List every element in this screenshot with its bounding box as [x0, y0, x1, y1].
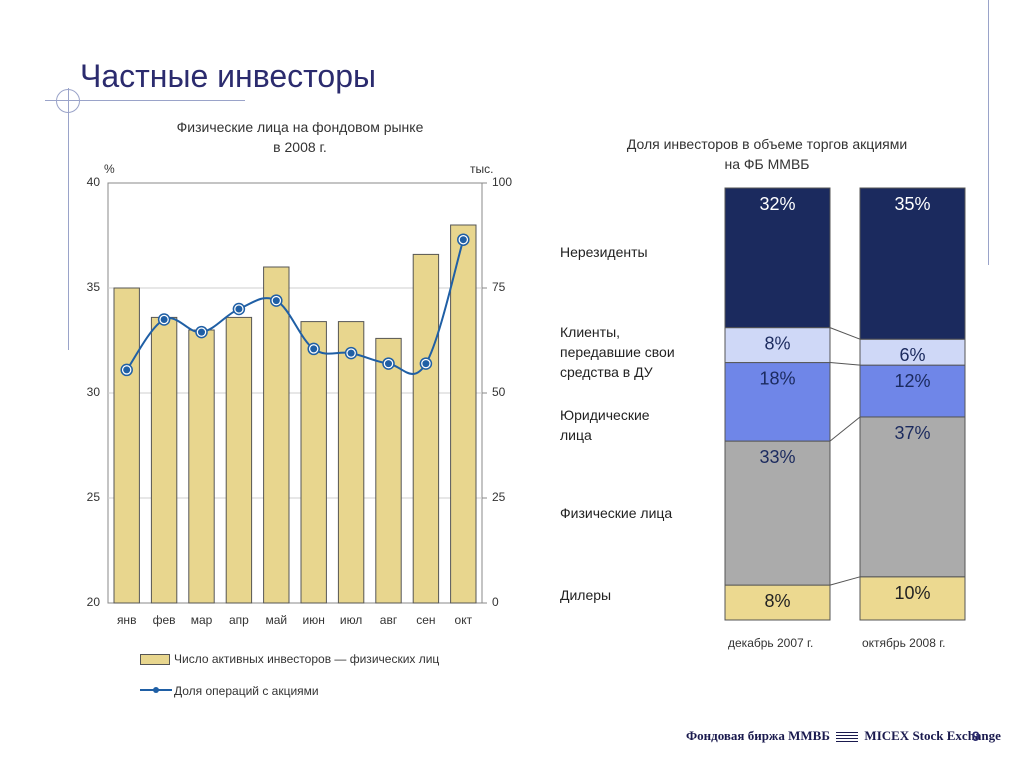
segment-4-col1	[859, 187, 966, 340]
legend-bar-label: Число активных инвесторов — физических л…	[174, 652, 440, 666]
left-tick-label: 30	[86, 385, 100, 399]
left-axis-unit: %	[104, 162, 115, 176]
deco-line-right	[988, 0, 989, 265]
bar-сен	[412, 253, 440, 604]
connector-line	[829, 576, 861, 586]
footer-logo: Фондовая биржа ММВБ MICEX Stock Exchange	[686, 728, 1001, 743]
segment-label: 10%	[894, 583, 930, 603]
deco-line-vertical	[68, 88, 69, 350]
bar-окт	[450, 224, 477, 604]
marker-мар	[198, 328, 205, 336]
legend-line-swatch	[140, 687, 172, 693]
bar-апр	[225, 316, 253, 604]
bar-июн	[300, 321, 327, 604]
segment-2-col0	[724, 362, 831, 442]
segment-3-col1	[859, 338, 966, 366]
right-tick-label: 100	[492, 175, 513, 189]
category-label-авг: авг	[379, 613, 398, 627]
marker-фев	[160, 316, 168, 323]
segment-label: 32%	[759, 194, 795, 214]
marker-июл	[347, 349, 355, 357]
segment-label: 6%	[899, 345, 925, 365]
bar-мар	[188, 329, 215, 604]
connector-line	[829, 416, 861, 442]
segment-0-col0	[724, 584, 831, 621]
category-label-фев: фев	[152, 613, 176, 627]
left-chart-title-line1: Физические лица на фондовом рынке	[176, 119, 424, 135]
stack-category-oct2008: октябрь 2008 г.	[862, 636, 946, 650]
series-label-dealers: Дилеры	[560, 587, 612, 603]
left-tick-label: 35	[86, 280, 100, 294]
segment-label: 18%	[759, 369, 795, 389]
marker-окт	[459, 236, 467, 244]
left-chart-title-line2: в 2008 г.	[273, 139, 327, 155]
right-tick-label: 50	[492, 385, 506, 399]
category-label-янв: янв	[116, 613, 137, 627]
category-label-июл: июл	[339, 613, 363, 627]
bar-авг	[375, 337, 402, 604]
marker-июн	[310, 345, 318, 353]
right-chart-title: Доля инвесторов в объеме торгов акциями …	[567, 134, 967, 174]
right-tick-label: 75	[492, 280, 506, 294]
category-label-май: май	[265, 613, 288, 627]
marker-май	[272, 297, 280, 305]
deco-line-top	[45, 100, 245, 101]
page-number: 9	[972, 728, 980, 744]
right-axis-unit: тыс.	[470, 162, 494, 176]
bar-июл	[337, 321, 365, 604]
left-tick-label: 25	[86, 490, 100, 504]
category-label-апр: апр	[228, 613, 249, 627]
marker-янв	[123, 366, 131, 374]
segment-2-col1	[859, 364, 966, 418]
marker-авг	[385, 360, 392, 368]
right-tick-label: 0	[492, 595, 499, 609]
legend-line-label: Доля операций с акциями	[174, 684, 319, 698]
series-label-clients: Клиенты, передавшие свои средства в ДУ	[560, 324, 675, 380]
category-label-мар: мар	[190, 613, 213, 627]
category-label-сен: сен	[416, 613, 436, 627]
left-tick-label: 40	[86, 175, 100, 189]
share-line	[125, 239, 465, 375]
category-label-окт: окт	[454, 613, 473, 627]
segment-label: 8%	[764, 334, 790, 354]
bar-май	[263, 266, 290, 604]
segment-label: 37%	[894, 423, 930, 443]
left-chart-title: Физические лица на фондовом рынке в 2008…	[110, 117, 490, 157]
marker-апр	[235, 305, 243, 313]
segment-label: 35%	[894, 194, 930, 214]
right-tick-label: 25	[492, 490, 506, 504]
segment-0-col1	[859, 576, 966, 621]
segment-label: 33%	[759, 447, 795, 467]
stack-category-dec2007: декабрь 2007 г.	[728, 636, 814, 650]
bar-янв	[113, 287, 140, 604]
left-tick-label: 20	[86, 595, 100, 609]
segment-label: 8%	[764, 591, 790, 611]
deco-circle	[56, 89, 80, 113]
marker-сен	[422, 360, 430, 368]
legend-bar-swatch	[140, 654, 170, 665]
series-label-individuals: Физические лица	[560, 505, 673, 521]
right-chart-title-line1: Доля инвесторов в объеме торгов акциями	[626, 136, 908, 152]
series-label-nonresidents: Нерезиденты	[560, 244, 648, 260]
segment-4-col0	[724, 187, 831, 329]
page-title: Частные инвесторы	[80, 58, 377, 94]
series-label-legal: Юридические лица	[560, 407, 650, 443]
connector-line	[829, 327, 861, 340]
right-chart-title-line2: на ФБ ММВБ	[724, 156, 810, 172]
connector-line	[829, 362, 861, 366]
category-label-июн: июн	[302, 613, 325, 627]
segment-1-col1	[859, 416, 966, 578]
segment-label: 12%	[894, 371, 930, 391]
